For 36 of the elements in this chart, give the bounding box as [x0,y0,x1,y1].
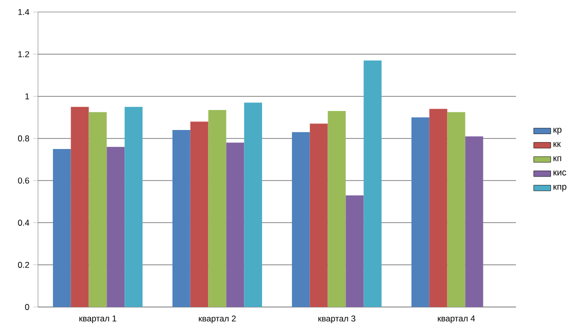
y-tick-label: 0.4 [18,220,30,226]
y-tick-label: 0 [25,304,30,310]
bar [465,136,484,307]
bar [346,195,364,307]
bar [124,106,143,307]
bar [310,124,328,307]
bar [106,146,125,307]
bar [88,112,107,307]
bar [52,148,71,307]
x-tick-label: квартал 2 [198,316,236,324]
y-tick-label: 0.2 [18,262,30,268]
bar [447,112,466,307]
bar [411,117,430,307]
legend-label: кп [554,156,562,162]
bar [172,130,190,307]
x-tick-label: квартал 4 [438,316,475,324]
bar [244,102,262,307]
legend-label: кк [554,142,561,147]
legend-label: кис [554,170,566,176]
bar [364,60,382,307]
x-tick-label: квартал 1 [79,316,116,324]
bar [190,122,208,307]
bar [429,108,448,307]
bar [292,132,310,307]
bar [226,142,244,307]
bar [208,110,226,307]
y-tick-label: 1.2 [18,51,30,58]
bar [70,106,89,307]
y-tick-label: 0.8 [18,135,30,142]
y-tick-label: 0.6 [18,178,30,184]
y-tick-label: 1 [25,93,30,100]
y-tick-label: 1.4 [18,9,30,15]
bar [328,111,346,307]
legend-label: кпр [554,184,566,192]
legend-label: кр [554,128,562,134]
x-tick-label: квартал 3 [318,316,356,324]
